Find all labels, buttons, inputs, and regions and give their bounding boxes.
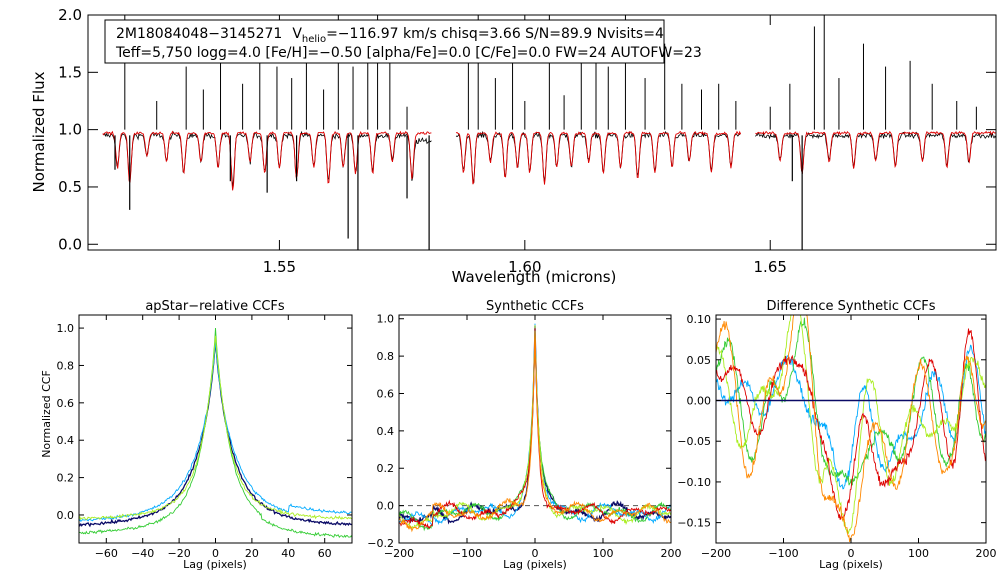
annotation-box xyxy=(104,19,665,64)
synthetic-ccf-data-lines xyxy=(398,323,672,533)
difference-ccf-data-lines xyxy=(715,314,987,542)
spectrum-y-axis-label: Normalized Flux xyxy=(30,71,48,192)
synthetic-ccf-plot: −200 −100 0 100 200 −0.2 0.0 0.2 0.4 0.6 0.8 1.0 Sy… xyxy=(367,299,681,571)
spectrum-data-lines xyxy=(102,15,997,250)
apstar-ccf-x-axis-label: Lag (pixels) xyxy=(183,558,247,571)
apstar-ccf-axes: −60 −40 −20 0 20 40 60 0.0 0.2 0.4 0.6 0.8 1.0 xyxy=(57,315,352,560)
apstar-ccf-y-tick-label: 0.2 xyxy=(57,472,75,485)
synthetic-ccf-x-tick-label: 100 xyxy=(593,547,614,560)
annotation-star-id: 2M18084048−3145271 xyxy=(116,26,282,42)
apstar-ccf-y-tick-label: 1.0 xyxy=(57,322,75,335)
apstar-ccf-y-tick-label: 0.6 xyxy=(57,397,75,410)
synthetic-ccf-x-tick-label: 200 xyxy=(661,547,682,560)
synthetic-ccf-y-tick-label: 0.8 xyxy=(377,350,395,363)
spectrum-y-tick-label: 1.5 xyxy=(58,63,82,81)
spectrum-series-synthetic xyxy=(755,130,997,174)
difference-ccf-plot: −200 −100 0 100 200 −0.15 −0.10 −0.05 0.00 0.05 0.… xyxy=(677,299,996,571)
apstar-ccf-plot: −60 −40 −20 0 20 40 60 0.0 0.2 0.4 0.6 0.8 1.0 apSta… xyxy=(40,299,353,571)
apstar-ccf-y-axis-label: Normalized CCF xyxy=(40,370,53,458)
difference-ccf-x-axis-label: Lag (pixels) xyxy=(819,558,883,571)
difference-ccf-x-tick-label: 100 xyxy=(908,547,929,560)
annotation-vhelio-subscript: helio xyxy=(302,34,326,45)
annotation-vhelio-value: =−116.97 km/s chisq=3.66 S/N=89.9 Nvisit… xyxy=(326,26,664,42)
synthetic-ccf-series-visit-3 xyxy=(398,325,672,529)
spectrum-y-tick-label: 2.0 xyxy=(58,6,82,24)
difference-ccf-y-tick-label: −0.05 xyxy=(677,435,711,448)
spectrum-y-tick-label: 1.0 xyxy=(58,121,82,139)
synthetic-ccf-y-tick-label: 0.6 xyxy=(377,387,395,400)
apstar-ccf-data-lines xyxy=(78,327,353,539)
difference-ccf-series-visit-1 xyxy=(715,344,987,490)
difference-ccf-x-tick-label: −100 xyxy=(768,547,798,560)
difference-ccf-x-tick-label: 0 xyxy=(848,547,855,560)
annotation-line-1: 2M18084048−3145271 Vhelio=−116.97 km/s ch… xyxy=(116,26,664,45)
spectrum-x-tick-label: 1.65 xyxy=(754,258,787,276)
apstar-ccf-x-tick-label: 60 xyxy=(318,547,332,560)
spectrum-x-axis-label: Wavelength (microns) xyxy=(452,268,617,286)
synthetic-ccf-title: Synthetic CCFs xyxy=(486,299,584,314)
difference-ccf-y-tick-label: 0.05 xyxy=(687,354,712,367)
synthetic-ccf-y-tick-label: 1.0 xyxy=(377,313,395,326)
apstar-ccf-series-visit-2 xyxy=(78,327,353,539)
apstar-ccf-x-tick-label: 0 xyxy=(212,547,219,560)
synthetic-ccf-x-tick-label: −100 xyxy=(452,547,482,560)
apstar-ccf-y-tick-label: 0.0 xyxy=(57,509,75,522)
synthetic-ccf-y-tick-label: 0.0 xyxy=(377,500,395,513)
apstar-ccf-title: apStar−relative CCFs xyxy=(145,299,285,314)
difference-ccf-series-visit-5 xyxy=(715,314,987,542)
difference-ccf-title: Difference Synthetic CCFs xyxy=(766,299,935,314)
spectrum-x-tick-label: 1.55 xyxy=(263,258,296,276)
difference-ccf-axes: −200 −100 0 100 200 −0.15 −0.10 −0.05 0.00 0.05 0.… xyxy=(677,313,996,560)
difference-ccf-y-tick-label: 0.10 xyxy=(687,313,712,326)
spectrum-axes: 1.55 1.60 1.65 0.0 0.5 1.0 1.5 2.0 xyxy=(58,6,996,276)
apstar-ccf-x-tick-label: −40 xyxy=(131,547,154,560)
apstar-ccf-x-tick-label: −60 xyxy=(95,547,118,560)
apstar-ccf-y-tick-label: 0.8 xyxy=(57,359,75,372)
synthetic-ccf-x-tick-label: 0 xyxy=(532,547,539,560)
difference-ccf-y-tick-label: −0.10 xyxy=(677,476,711,489)
synthetic-ccf-y-tick-label: 0.2 xyxy=(377,462,395,475)
synthetic-ccf-x-axis-label: Lag (pixels) xyxy=(503,558,567,571)
spectrum-plot-frame xyxy=(87,14,997,251)
apstar-ccf-x-tick-label: 20 xyxy=(245,547,259,560)
annotation-line-2: Teff=5,750 logg=4.0 [Fe/H]=−0.50 [alpha/… xyxy=(115,45,702,61)
synthetic-ccf-series-visit-5 xyxy=(398,330,672,533)
difference-ccf-y-tick-label: −0.15 xyxy=(677,517,711,530)
difference-ccf-x-tick-label: 200 xyxy=(976,547,997,560)
difference-ccf-series-visit-4 xyxy=(715,328,987,521)
difference-ccf-y-tick-label: 0.00 xyxy=(687,395,712,408)
spectrum-y-tick-label: 0.5 xyxy=(58,178,82,196)
apstar-ccf-y-tick-label: 0.4 xyxy=(57,434,75,447)
difference-ccf-series-visit-3 xyxy=(715,314,987,534)
spectrum-series-synthetic xyxy=(455,130,742,185)
spectrum-plot: 1.55 1.60 1.65 0.0 0.5 1.0 1.5 2.0 2M18084048−3… xyxy=(30,6,997,286)
annotation-vhelio-label: V xyxy=(292,26,302,42)
apstar-ccf-x-tick-label: −20 xyxy=(167,547,190,560)
synthetic-ccf-axes: −200 −100 0 100 200 −0.2 0.0 0.2 0.4 0.6 0.8 1.0 xyxy=(367,313,681,560)
synthetic-ccf-x-tick-label: −200 xyxy=(384,547,414,560)
spectrum-x-tick-label: 1.60 xyxy=(508,258,541,276)
apstar-ccf-x-tick-label: 40 xyxy=(281,547,295,560)
synthetic-ccf-y-tick-label: −0.2 xyxy=(367,537,394,550)
spectrum-y-tick-label: 0.0 xyxy=(58,235,82,253)
synthetic-ccf-y-tick-label: 0.4 xyxy=(377,425,395,438)
spectrum-annotation: 2M18084048−3145271 Vhelio=−116.97 km/s ch… xyxy=(104,19,702,64)
difference-ccf-x-tick-label: −200 xyxy=(701,547,731,560)
apstar-ccf-series-visit-3 xyxy=(78,335,353,521)
